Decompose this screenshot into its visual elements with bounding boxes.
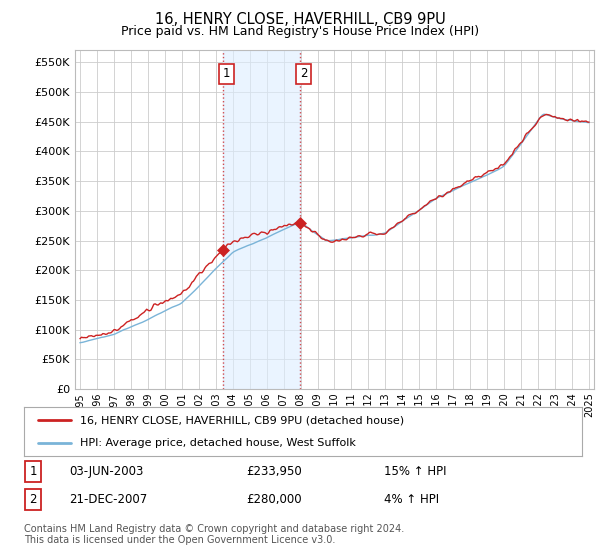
Text: £280,000: £280,000 bbox=[246, 493, 302, 506]
Text: 16, HENRY CLOSE, HAVERHILL, CB9 9PU (detached house): 16, HENRY CLOSE, HAVERHILL, CB9 9PU (det… bbox=[80, 416, 404, 426]
Text: £233,950: £233,950 bbox=[246, 465, 302, 478]
Text: Price paid vs. HM Land Registry's House Price Index (HPI): Price paid vs. HM Land Registry's House … bbox=[121, 25, 479, 38]
Text: HPI: Average price, detached house, West Suffolk: HPI: Average price, detached house, West… bbox=[80, 438, 356, 448]
Text: 16, HENRY CLOSE, HAVERHILL, CB9 9PU: 16, HENRY CLOSE, HAVERHILL, CB9 9PU bbox=[155, 12, 445, 27]
Text: 21-DEC-2007: 21-DEC-2007 bbox=[69, 493, 147, 506]
Text: Contains HM Land Registry data © Crown copyright and database right 2024.
This d: Contains HM Land Registry data © Crown c… bbox=[24, 524, 404, 545]
Text: 4% ↑ HPI: 4% ↑ HPI bbox=[384, 493, 439, 506]
Text: 03-JUN-2003: 03-JUN-2003 bbox=[69, 465, 143, 478]
Text: 15% ↑ HPI: 15% ↑ HPI bbox=[384, 465, 446, 478]
Bar bbox=[223, 50, 300, 389]
Text: 2: 2 bbox=[29, 493, 37, 506]
Text: 2: 2 bbox=[300, 67, 307, 80]
Text: 1: 1 bbox=[223, 67, 230, 80]
Text: 1: 1 bbox=[29, 465, 37, 478]
